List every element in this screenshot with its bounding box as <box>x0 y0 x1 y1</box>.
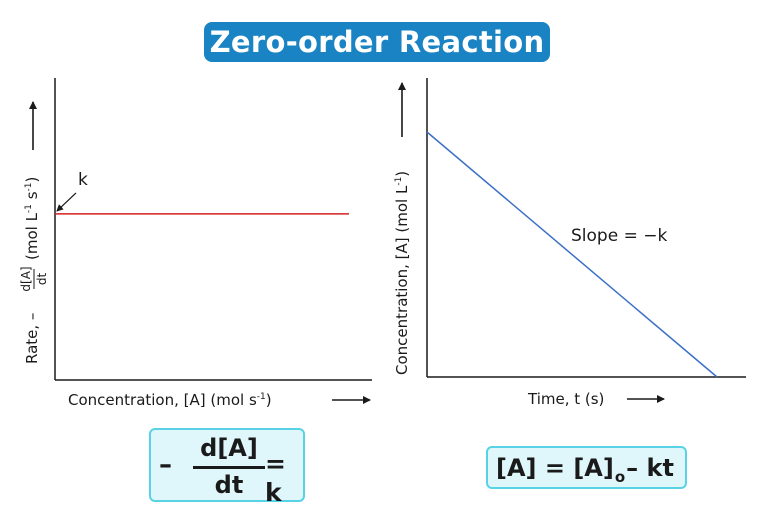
integrated-rate-law: [A] = [A]o– kt <box>496 454 674 486</box>
left-y-axis-label: Rate, – d[A] dt (mol L-1 s-1) <box>19 101 49 364</box>
integrated-rate-law-box: [A] = [A]o– kt <box>486 446 687 489</box>
right-y-axis-label: Concentration, [A] (mol L-1) <box>393 82 411 375</box>
page-title: Zero-order Reaction <box>209 25 545 59</box>
left-x-axis-label: Concentration, [A] (mol s-1) <box>68 391 272 409</box>
rate-law-numerator: d[A] <box>200 434 258 462</box>
left-y-label-frac-num: d[A] <box>19 266 33 291</box>
slope-annotation: Slope = −k <box>571 226 667 246</box>
rate-law-denominator: dt <box>214 471 244 499</box>
left-y-label-frac-den: dt <box>35 273 49 286</box>
concentration-line <box>426 131 718 378</box>
rate-law-minus: – <box>159 450 172 480</box>
k-annotation: k <box>78 170 88 190</box>
right-x-axis-label: Time, t (s) <box>527 390 604 408</box>
integrated-subscript: o <box>614 468 626 486</box>
right-y-label-text: Concentration, [A] (mol L-1) <box>393 171 411 375</box>
integrated-rhs: – kt <box>626 454 674 482</box>
rate-law-fraction-bar <box>193 466 265 469</box>
left-y-label-units: (mol L-1 s-1) <box>23 177 41 260</box>
integrated-lhs: [A] = [A] <box>496 454 614 482</box>
title-badge: Zero-order Reaction <box>204 22 550 62</box>
rate-law-rhs: = k <box>265 449 286 507</box>
k-annotation-arrow <box>56 192 77 212</box>
left-y-label-prefix: Rate, – <box>23 313 41 364</box>
rate-law-formula-box: – d[A] dt = k <box>149 428 305 507</box>
